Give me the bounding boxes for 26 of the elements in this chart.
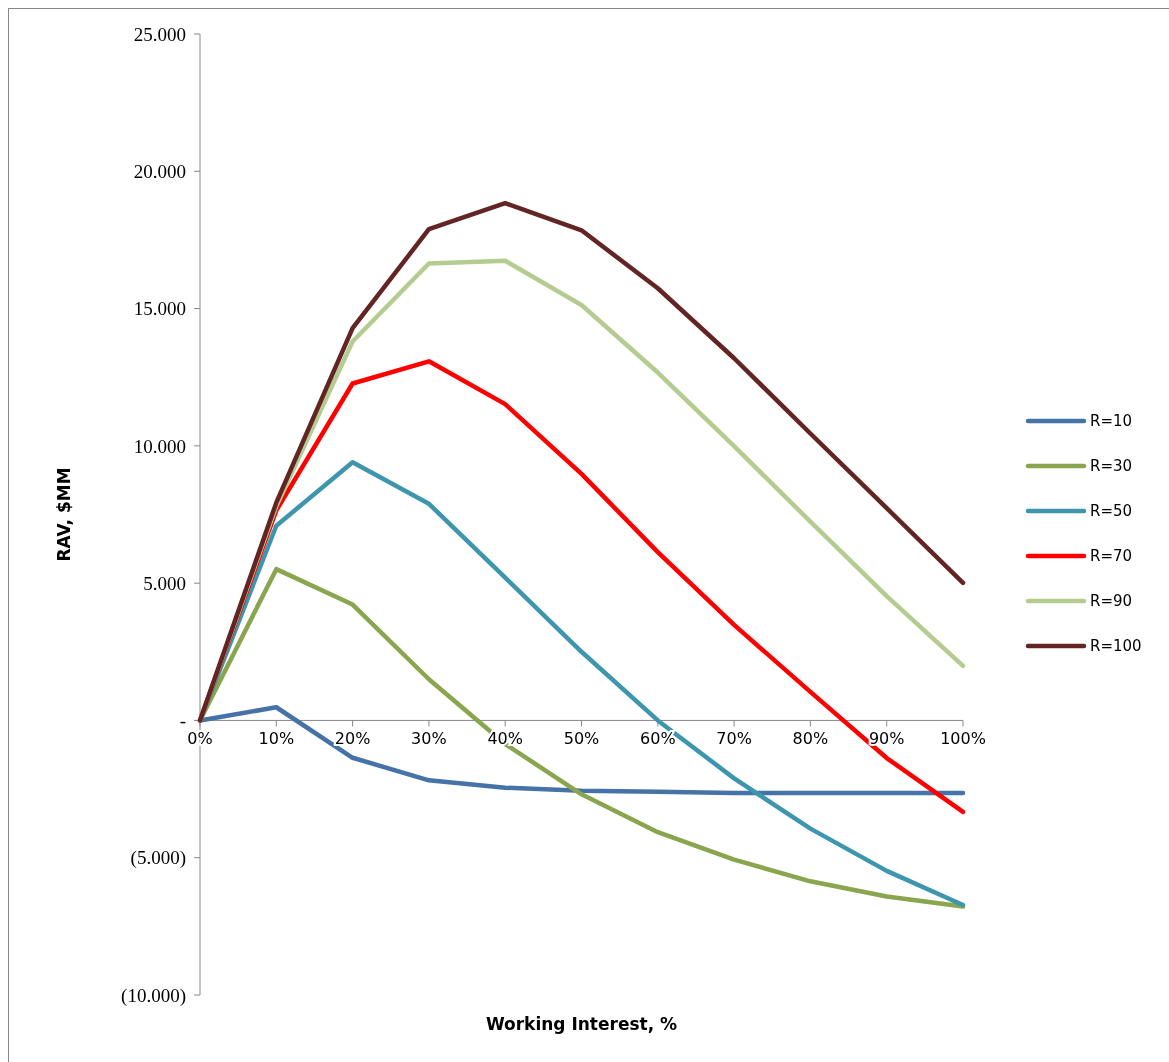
x-tick-label: 60% [640,729,676,749]
legend-label: R=70 [1090,547,1133,566]
y-tick-label: 10.000 [133,435,186,457]
x-tick-label: 90% [868,729,905,749]
x-axis-title: Working Interest, % [485,1014,678,1034]
legend-label: R=50 [1090,502,1133,521]
y-axis-title: RAV, $MM [54,467,74,562]
y-tick-label: (10.000) [121,984,186,1007]
x-tick-label: 30% [411,729,447,749]
x-tick-label: 70% [716,729,752,749]
legend-label: R=100 [1090,637,1142,656]
x-tick-label: 0% [187,729,213,749]
y-tick-label: 5.000 [143,572,186,594]
legend-label: R=30 [1090,457,1133,476]
x-tick-label: 10% [258,729,295,749]
y-tick-label: 15.000 [133,298,186,320]
y-tick-label: 25.000 [133,23,186,45]
y-tick-label: 20.000 [133,160,186,182]
x-tick-label: 50% [563,729,600,749]
legend-label: R=90 [1090,592,1133,611]
legend-label: R=10 [1090,412,1133,431]
y-tick-label: - [179,710,186,732]
x-tick-label: 20% [334,729,371,749]
x-tick-label: 80% [792,729,829,749]
x-tick-label: 100% [940,729,986,749]
y-tick-label: (5.000) [130,847,186,870]
